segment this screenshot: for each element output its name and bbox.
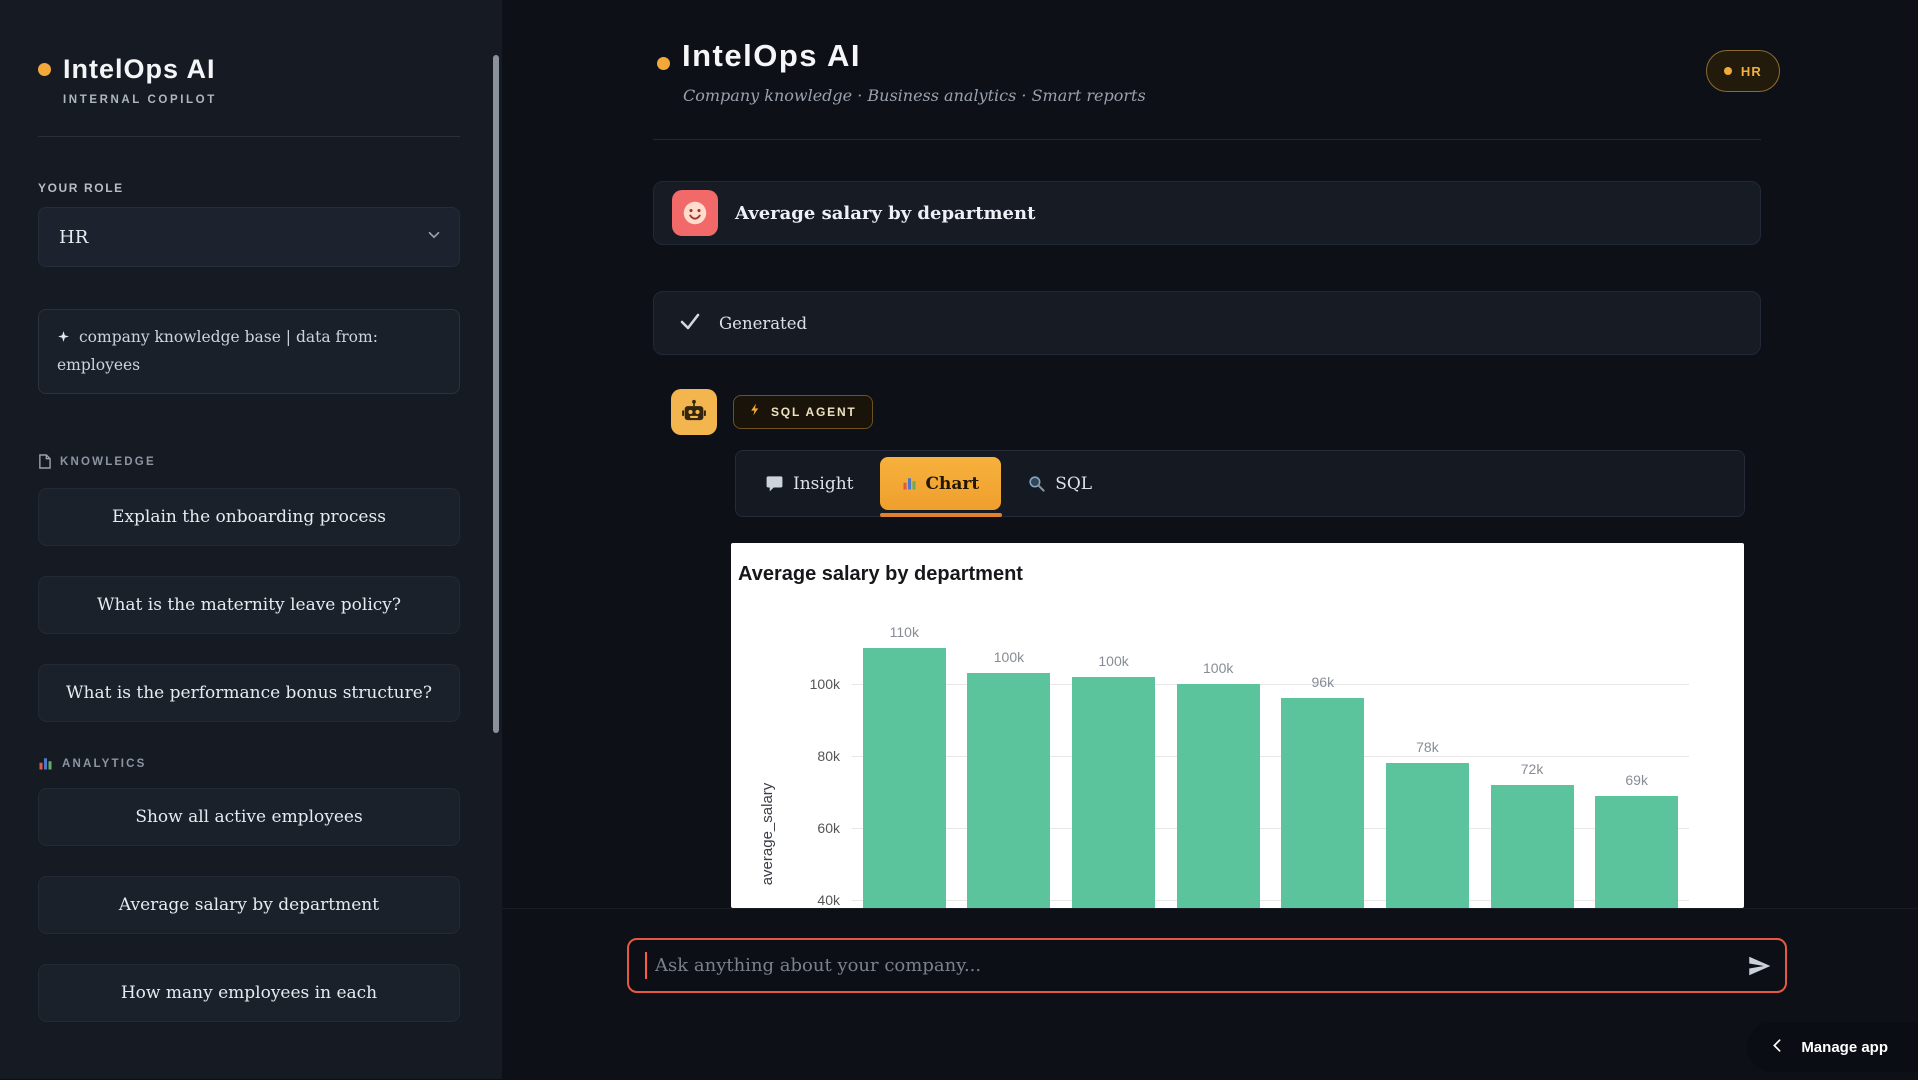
header-logo-dot-icon <box>657 57 670 70</box>
status-message: Generated <box>653 291 1761 355</box>
send-button[interactable] <box>1745 952 1773 980</box>
result-tabs: Insight Chart SQL <box>735 450 1745 517</box>
document-icon <box>38 454 51 469</box>
tab-label: Insight <box>793 473 854 494</box>
y-axis-tick-label: 60k <box>817 820 840 836</box>
bar-value-label: 100k <box>1203 660 1234 676</box>
magnifier-icon <box>1027 474 1046 493</box>
chevron-down-icon <box>425 226 443 249</box>
logo-dot-icon <box>38 63 51 76</box>
chart-gridline <box>852 684 1689 685</box>
chart-bar <box>1385 763 1469 908</box>
knowledge-info-note: company knowledge base | data from: empl… <box>38 309 460 395</box>
sidebar-divider <box>38 136 460 137</box>
bar-value-label: 69k <box>1625 771 1648 788</box>
chart-bar <box>1072 676 1156 908</box>
chart-gridline <box>852 756 1689 757</box>
chart-bar <box>1176 684 1260 908</box>
sidebar-section-label: ANALYTICS <box>62 757 147 770</box>
status-message-text: Generated <box>719 313 808 333</box>
sidebar-logo: IntelOps AI <box>38 54 460 85</box>
user-message: Average salary by department <box>653 181 1761 245</box>
bottom-bar <box>502 908 1918 1080</box>
role-select-value: HR <box>59 226 89 248</box>
chat-input-container <box>627 938 1787 993</box>
sidebar-section-header-knowledge: KNOWLEDGE <box>38 454 460 469</box>
sidebar-sections: KNOWLEDGE Explain the onboarding process W… <box>38 454 460 1023</box>
sidebar-item[interactable]: What is the maternity leave policy? <box>38 576 460 635</box>
manage-app-label: Manage app <box>1801 1038 1888 1056</box>
chart-bar <box>1595 795 1679 908</box>
sql-agent-badge: SQL AGENT <box>733 395 873 429</box>
active-tab-underline <box>880 513 1002 517</box>
manage-app-button[interactable]: Manage app <box>1747 1022 1918 1072</box>
bar-value-label: 96k <box>1311 674 1335 691</box>
smiley-icon <box>683 201 707 225</box>
sidebar-item[interactable]: Show all active employees <box>38 788 460 847</box>
sidebar-section-label: KNOWLEDGE <box>60 455 156 468</box>
sidebar-section-header-analytics: ANALYTICS <box>38 756 460 771</box>
chart-plot-area: 100k 80k 60k 40k 110k 100k 100k 100k 96k 78k 72k 69… <box>731 543 1744 908</box>
sql-agent-badge-label: SQL AGENT <box>771 405 857 419</box>
chart-bar <box>1281 698 1365 908</box>
y-axis-tick-label: 40k <box>817 892 840 908</box>
lightning-bolt-icon <box>749 402 762 422</box>
send-icon <box>1749 956 1771 976</box>
speech-bubble-icon <box>765 474 784 493</box>
role-label: YOUR ROLE <box>38 181 124 195</box>
sidebar: IntelOps AI INTERNAL COPILOT YOUR ROLE H… <box>0 0 502 1079</box>
role-select[interactable]: HR <box>38 207 460 267</box>
user-message-text: Average salary by department <box>735 202 1036 224</box>
tab-sql[interactable]: SQL <box>1005 457 1114 510</box>
tab-label: SQL <box>1055 473 1093 494</box>
role-badge-dot-icon <box>1723 67 1732 75</box>
bar-value-label: 72k <box>1520 760 1544 777</box>
sidebar-scrollbar[interactable] <box>493 55 499 733</box>
bar-value-label: 78k <box>1416 739 1439 756</box>
chart-panel: 100k 80k 60k 40k 110k 100k 100k 100k 96k 78k 72k 69… <box>731 543 1744 908</box>
sidebar-logo-title: IntelOps AI <box>63 54 216 84</box>
tab-insight[interactable]: Insight <box>743 457 876 510</box>
robot-icon <box>682 399 706 421</box>
sidebar-logo-subtitle: INTERNAL COPILOT <box>63 94 217 106</box>
bar-value-label: 100k <box>1098 652 1129 669</box>
page-subtitle: Company knowledge · Business analytics ·… <box>683 86 1146 105</box>
chart-title: Average salary by department <box>738 563 1023 585</box>
sidebar-item[interactable]: What is the performance bonus structure? <box>38 664 460 723</box>
chart-y-axis-label: average_salary <box>759 782 776 886</box>
bar-chart-icon <box>902 476 917 491</box>
chart-gridline <box>852 828 1689 829</box>
info-note-text: company knowledge base | data from: empl… <box>57 328 378 375</box>
sparkle-icon <box>57 325 70 352</box>
y-axis-tick-label: 80k <box>817 748 840 764</box>
sidebar-item[interactable]: How many employees in each <box>38 964 460 1023</box>
bar-chart-icon <box>38 756 53 771</box>
tab-chart[interactable]: Chart <box>879 457 1002 510</box>
bar-value-label: 100k <box>993 649 1025 666</box>
role-badge: HR <box>1705 50 1780 92</box>
bar-value-label: 110k <box>889 624 919 640</box>
text-caret <box>645 952 647 979</box>
main-area: IntelOps AI Company knowledge · Business… <box>502 0 1918 1080</box>
sidebar-item[interactable]: Average salary by department <box>38 876 460 935</box>
chart-bar <box>1490 784 1574 908</box>
chat-input[interactable] <box>627 938 1787 993</box>
agent-avatar <box>671 389 717 435</box>
chevron-left-icon <box>1769 1037 1786 1057</box>
chart-bar <box>862 648 946 908</box>
role-badge-label: HR <box>1740 63 1762 79</box>
chart-bar <box>967 673 1051 908</box>
sidebar-item[interactable]: Explain the onboarding process <box>38 488 460 547</box>
page-title: IntelOps AI <box>682 38 861 73</box>
chart-gridline <box>852 900 1689 901</box>
check-icon <box>678 309 702 338</box>
header-divider <box>653 139 1761 140</box>
y-axis-tick-label: 100k <box>809 676 840 692</box>
user-avatar <box>672 190 718 236</box>
tab-label: Chart <box>925 473 980 494</box>
